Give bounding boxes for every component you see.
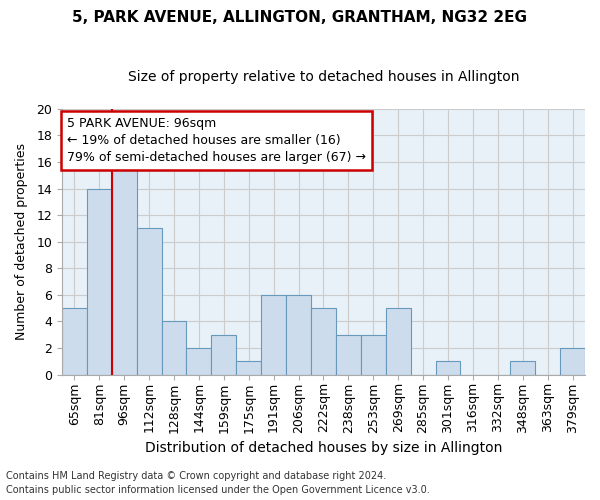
Bar — [361, 334, 386, 374]
Bar — [137, 228, 161, 374]
Bar — [286, 295, 311, 374]
Bar — [211, 334, 236, 374]
Text: 5, PARK AVENUE, ALLINGTON, GRANTHAM, NG32 2EG: 5, PARK AVENUE, ALLINGTON, GRANTHAM, NG3… — [73, 10, 527, 25]
X-axis label: Distribution of detached houses by size in Allington: Distribution of detached houses by size … — [145, 441, 502, 455]
Bar — [62, 308, 87, 374]
Bar — [236, 361, 261, 374]
Bar — [560, 348, 585, 374]
Bar — [386, 308, 410, 374]
Text: 5 PARK AVENUE: 96sqm
← 19% of detached houses are smaller (16)
79% of semi-detac: 5 PARK AVENUE: 96sqm ← 19% of detached h… — [67, 117, 366, 164]
Bar — [311, 308, 336, 374]
Text: Contains HM Land Registry data © Crown copyright and database right 2024.
Contai: Contains HM Land Registry data © Crown c… — [6, 471, 430, 495]
Bar — [112, 148, 137, 374]
Bar — [510, 361, 535, 374]
Bar — [436, 361, 460, 374]
Bar — [261, 295, 286, 374]
Bar — [187, 348, 211, 374]
Y-axis label: Number of detached properties: Number of detached properties — [15, 143, 28, 340]
Bar — [336, 334, 361, 374]
Bar — [87, 188, 112, 374]
Title: Size of property relative to detached houses in Allington: Size of property relative to detached ho… — [128, 70, 519, 84]
Bar — [161, 322, 187, 374]
